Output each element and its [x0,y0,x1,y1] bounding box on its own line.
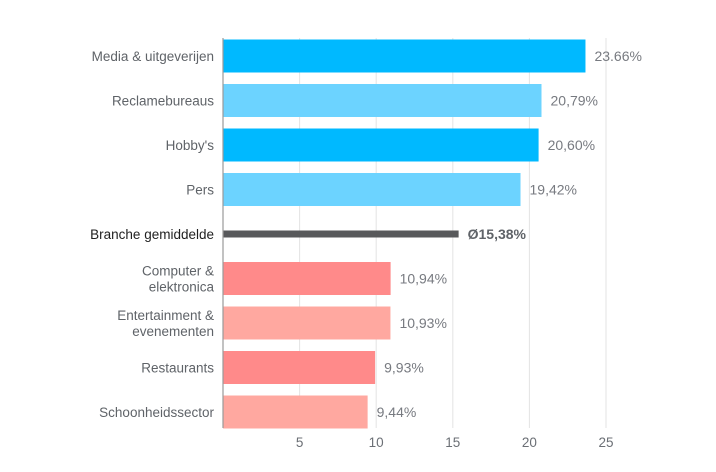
category-label: Entertainment & evenementen [117,308,214,339]
category-label-line: Pers [186,183,214,198]
category-label: Pers [186,183,214,198]
category-label: Schoonheidssector [99,405,214,420]
x-tick-label: 10 [369,435,384,450]
category-label-line: Hobby's [166,138,215,153]
x-tick-label: 25 [598,435,613,450]
labels: 5 10 15 20 25 Media & uitgeverijen 23.66% Recla… [90,48,642,450]
bar [223,395,368,429]
bar [223,262,391,295]
category-label-line: Branche gemiddelde [90,227,214,242]
category-label: Reclamebureaus [112,94,214,109]
value-label: 19,42% [530,182,577,198]
value-label: 9,44% [377,404,417,420]
bar [223,39,586,73]
value-label: 10,94% [400,271,447,287]
average-value-label: Ø15,38% [468,226,527,242]
bar [223,351,376,384]
category-label: Hobby's [166,138,215,153]
x-tick-label: 15 [445,435,460,450]
value-label: 20,79% [551,93,598,109]
value-label: 10,93% [399,315,446,331]
category-label-line: Schoonheidssector [99,405,214,420]
category-label-line: Entertainment & [117,308,214,323]
bar [223,306,391,340]
category-label-line: evenementen [132,324,214,339]
bar [223,173,521,206]
average-category-label: Branche gemiddelde [90,227,214,242]
average-bar [223,230,459,238]
category-label-line: Computer & [142,264,214,279]
value-label: 23.66% [594,48,641,64]
value-label: 9,93% [384,360,424,376]
x-tick-label: 5 [296,435,304,450]
category-label: Computer & elektronica [142,264,215,295]
bar [223,128,539,162]
category-label: Restaurants [141,361,214,376]
x-tick-label: 20 [522,435,537,450]
category-label-line: Media & uitgeverijen [92,49,214,64]
category-label-line: Restaurants [141,361,214,376]
category-label-line: elektronica [149,280,215,295]
category-label-line: Reclamebureaus [112,94,214,109]
category-label: Media & uitgeverijen [92,49,214,64]
bars [223,39,586,429]
bar [223,84,542,117]
value-label: 20,60% [548,137,595,153]
